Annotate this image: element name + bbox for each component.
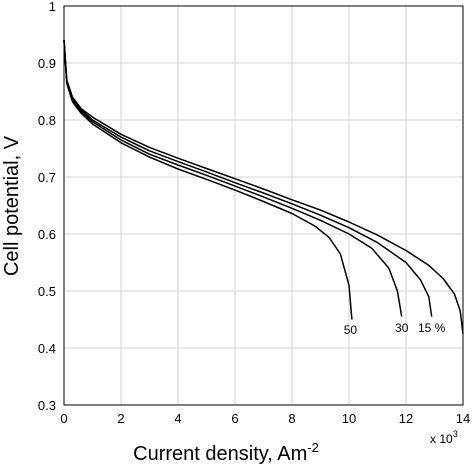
y-tick-label: 1 (49, 0, 56, 14)
x-tick-label: 4 (174, 411, 181, 426)
x-tick-label: 8 (288, 411, 295, 426)
series-line-4 (63, 40, 353, 320)
x-multiplier-base: x 10 (430, 432, 453, 446)
y-axis-label: Cell potential, V (1, 135, 23, 276)
x-multiplier-exponent: 3 (453, 429, 458, 439)
x-multiplier: x 103 (430, 429, 458, 446)
x-tick-label: 0 (60, 411, 67, 426)
curve-label: 30 (395, 321, 409, 335)
curve-label: 15 % (418, 321, 446, 335)
grid-lines (64, 6, 463, 405)
x-tick-label: 14 (456, 411, 470, 426)
y-tick-label: 0.7 (38, 170, 56, 185)
y-tick-labels: 0.3 0.4 0.5 0.6 0.7 0.8 0.9 1 (38, 0, 56, 413)
x-tick-label: 6 (231, 411, 238, 426)
x-tick-label: 2 (117, 411, 124, 426)
x-axis-label-text: Current density, Am (133, 443, 307, 465)
series-line-2 (63, 40, 433, 317)
curve-label: 50 (344, 323, 358, 337)
curve-annotations: 50 30 15 % (344, 321, 446, 337)
series-lines (63, 40, 464, 334)
x-axis-label-exponent: -2 (307, 440, 319, 455)
y-tick-label: 0.5 (38, 284, 56, 299)
y-tick-label: 0.3 (38, 398, 56, 413)
y-tick-label: 0.8 (38, 113, 56, 128)
y-tick-label: 0.6 (38, 227, 56, 242)
x-tick-label: 10 (342, 411, 356, 426)
x-tick-labels: 0 2 4 6 8 10 12 14 (60, 411, 470, 426)
x-axis-label: Current density, Am-2 (133, 440, 319, 465)
series-line-3 (63, 40, 403, 317)
y-tick-label: 0.4 (38, 341, 56, 356)
series-line-1 (63, 40, 464, 334)
y-tick-label: 0.9 (38, 56, 56, 71)
plot-frame (63, 5, 464, 406)
x-tick-label: 12 (399, 411, 413, 426)
